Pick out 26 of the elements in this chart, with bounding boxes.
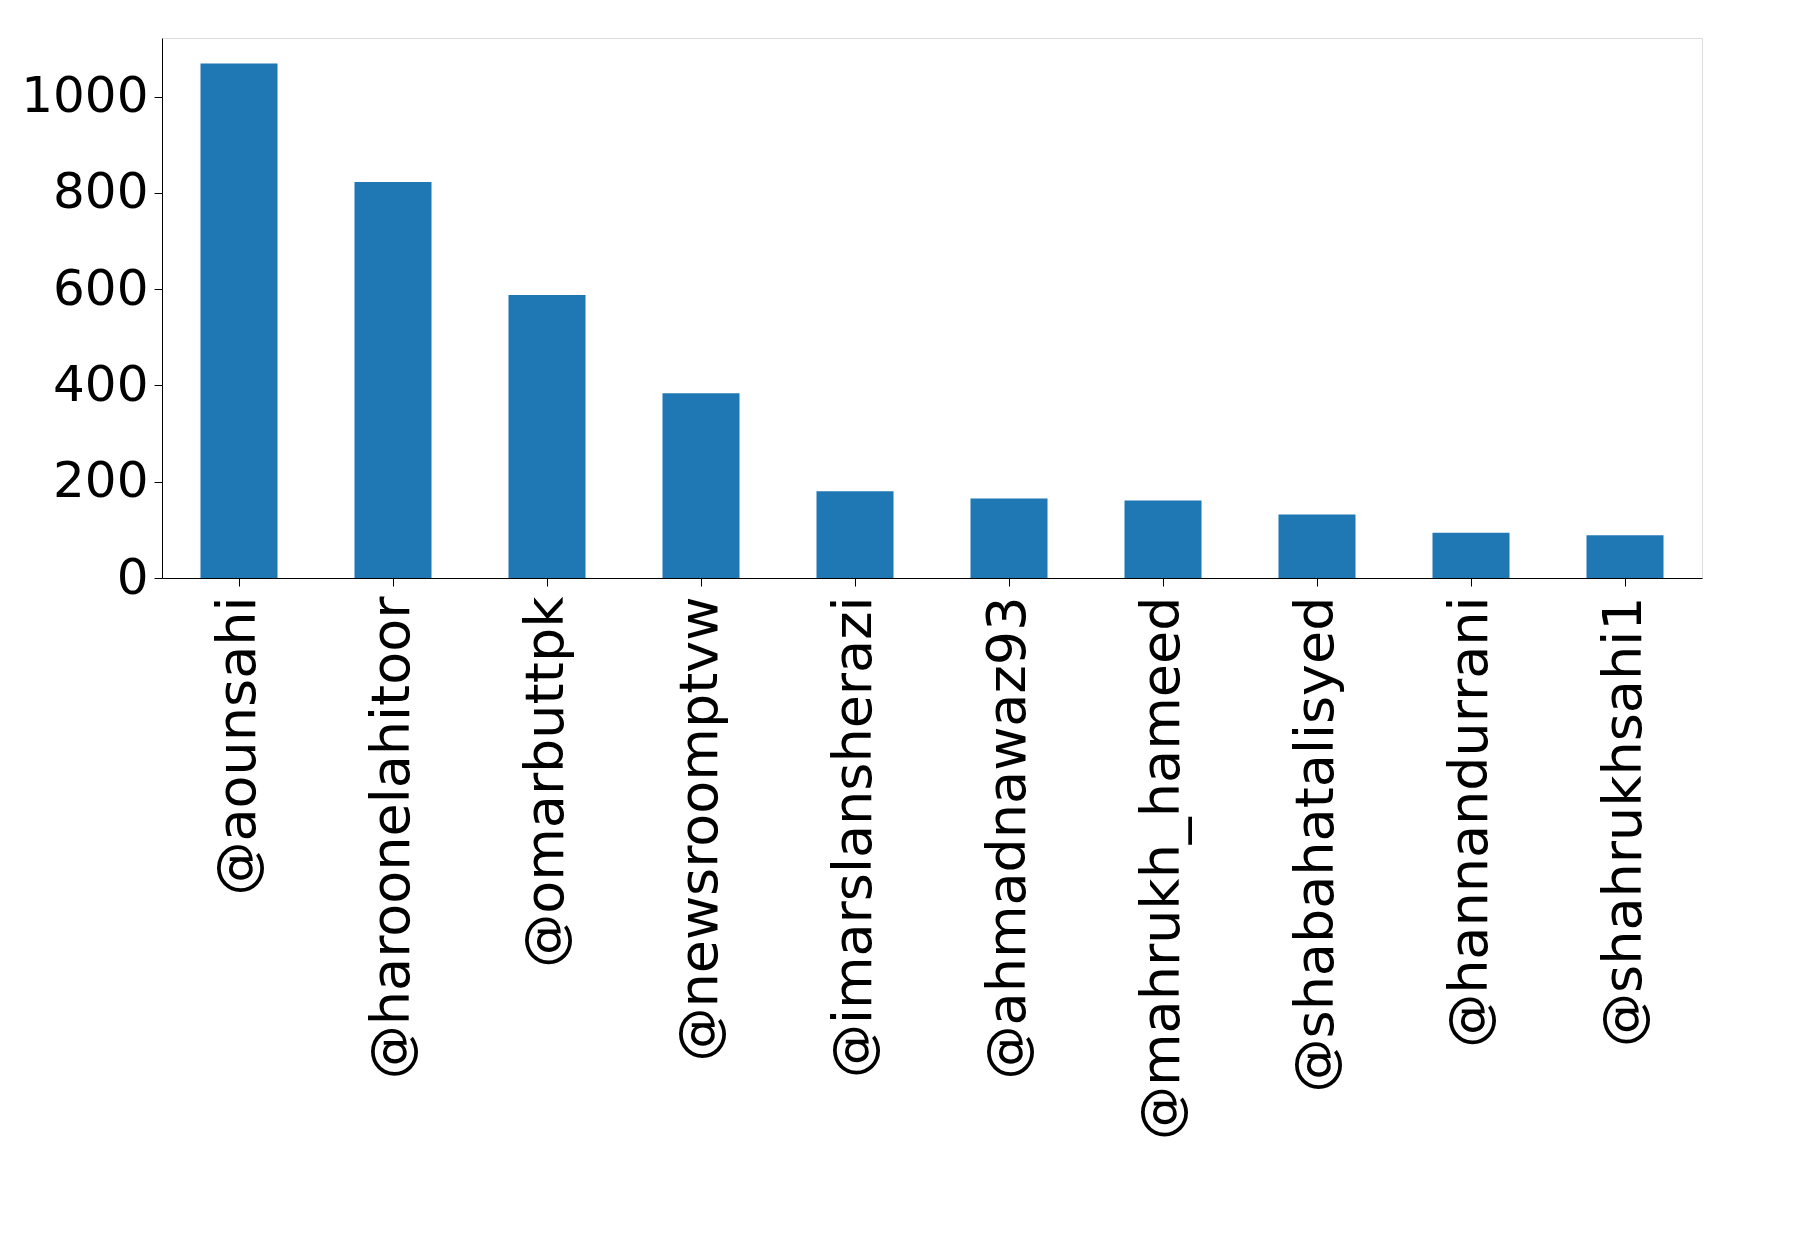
x-tick-label: @mahrukh_hameed — [1129, 596, 1192, 1140]
x-tick-label: @omarbuttpk — [513, 595, 576, 968]
bar — [508, 295, 586, 578]
x-tick-label: @newsroomptvw — [667, 596, 730, 1062]
bar — [200, 63, 278, 578]
y-tick-label: 600 — [53, 258, 149, 317]
bar — [1124, 500, 1202, 578]
bar — [1278, 514, 1356, 578]
x-tick-label: @shahrukhsahi1 — [1591, 596, 1654, 1047]
bar — [354, 181, 432, 578]
bar — [1432, 532, 1510, 578]
bar — [662, 393, 740, 578]
x-tick-label: @hannandurrani — [1437, 596, 1500, 1048]
y-tick-label: 200 — [53, 451, 149, 510]
y-tick-label: 800 — [53, 162, 149, 221]
x-tick-label: @ahmadnawaz93 — [975, 596, 1038, 1080]
y-tick-label: 1000 — [21, 66, 149, 125]
y-tick-label: 0 — [116, 547, 149, 606]
x-tick-label: @shabahatalisyed — [1283, 596, 1346, 1093]
x-tick-label: @aounsahi — [205, 596, 268, 896]
x-tick-label: @haroonelahitoor — [359, 595, 422, 1080]
y-tick-label: 400 — [53, 354, 149, 413]
x-tick-label: @imarslansherazi — [821, 596, 884, 1079]
bar — [816, 491, 894, 578]
bar — [970, 498, 1048, 578]
bar — [1586, 535, 1664, 578]
